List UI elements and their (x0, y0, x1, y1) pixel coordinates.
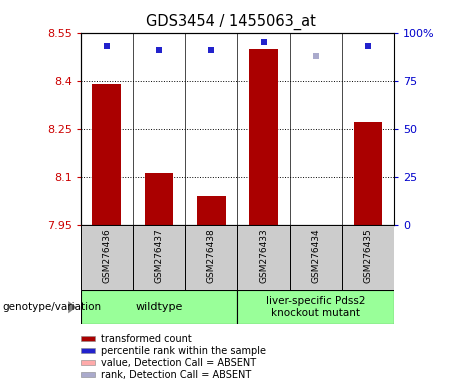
Text: GDS3454 / 1455063_at: GDS3454 / 1455063_at (146, 13, 315, 30)
Bar (249, 49, 278, 225)
Bar (133, 225, 185, 290)
Bar (237, 225, 290, 290)
Text: genotype/variation: genotype/variation (2, 302, 101, 312)
Bar (237, 290, 394, 324)
Text: GSM276433: GSM276433 (259, 228, 268, 283)
Bar (290, 225, 342, 290)
Text: GSM276438: GSM276438 (207, 228, 216, 283)
Bar (81, 290, 237, 324)
Text: GSM276434: GSM276434 (311, 228, 320, 283)
Text: value, Detection Call = ABSENT: value, Detection Call = ABSENT (101, 358, 256, 368)
Text: GSM276436: GSM276436 (102, 228, 111, 283)
Bar (92, 84, 121, 225)
Text: GSM276435: GSM276435 (364, 228, 372, 283)
Bar (342, 225, 394, 290)
FancyArrow shape (68, 301, 77, 313)
Text: transformed count: transformed count (101, 334, 192, 344)
Bar (185, 225, 237, 290)
Bar (354, 122, 382, 225)
Bar (81, 372, 95, 377)
Text: liver-specific Pdss2
knockout mutant: liver-specific Pdss2 knockout mutant (266, 296, 366, 318)
Text: percentile rank within the sample: percentile rank within the sample (101, 346, 266, 356)
Text: GSM276437: GSM276437 (154, 228, 164, 283)
Bar (145, 174, 173, 225)
Text: rank, Detection Call = ABSENT: rank, Detection Call = ABSENT (101, 370, 251, 380)
Text: wildtype: wildtype (136, 302, 183, 312)
Bar (81, 225, 133, 290)
Bar (81, 360, 95, 365)
Bar (81, 348, 95, 353)
Bar (197, 196, 226, 225)
Bar (81, 336, 95, 341)
